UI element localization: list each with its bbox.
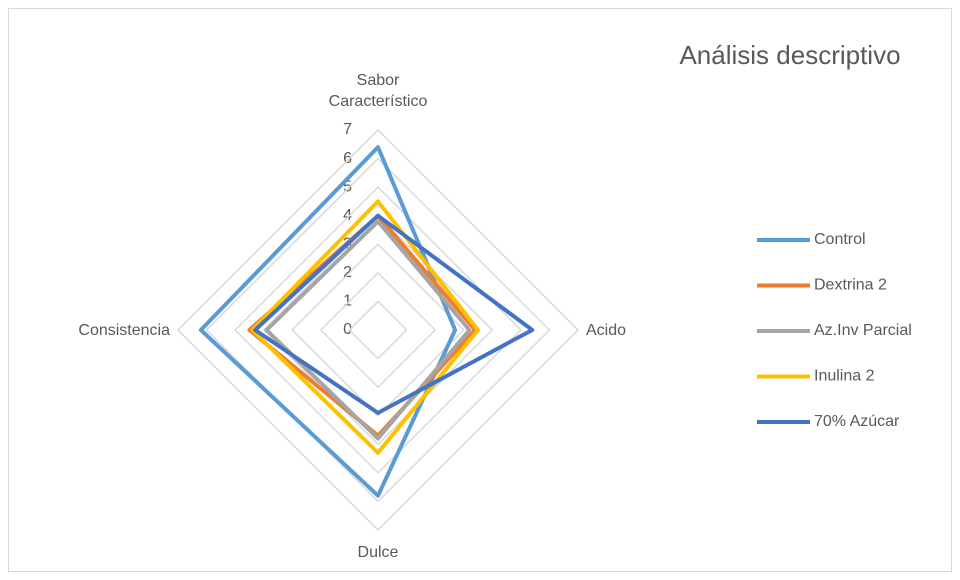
grid-line (205, 157, 551, 503)
legend-label: Control (814, 231, 866, 248)
grid-line (262, 214, 494, 446)
r-tick-label: 0 (343, 321, 352, 338)
legend-label: Dextrina 2 (814, 277, 887, 294)
chart-title: Análisis descriptivo (679, 40, 900, 70)
category-label: Acido (586, 321, 627, 339)
grid-line (348, 300, 408, 360)
legend-label: Az.Inv Parcial (814, 322, 912, 339)
series-line (253, 213, 535, 415)
series-line (250, 199, 480, 455)
r-tick-label: 2 (343, 264, 352, 281)
grid-line (319, 271, 437, 389)
r-tick-label: 4 (343, 207, 352, 224)
grid-line (176, 128, 580, 532)
r-tick-label: 1 (343, 293, 352, 310)
grid-line (291, 243, 465, 417)
category-label: Dulce (357, 544, 399, 561)
legend-label: 70% Azúcar (814, 413, 900, 430)
legend-label: Inulina 2 (814, 368, 875, 385)
grid-line (234, 186, 522, 474)
r-tick-label: 7 (343, 121, 352, 138)
category-label: Sabor Característico (328, 72, 428, 110)
r-tick-label: 5 (343, 178, 352, 195)
category-label: Consistencia (78, 321, 170, 339)
r-tick-label: 6 (343, 150, 352, 167)
series-line (264, 219, 472, 441)
